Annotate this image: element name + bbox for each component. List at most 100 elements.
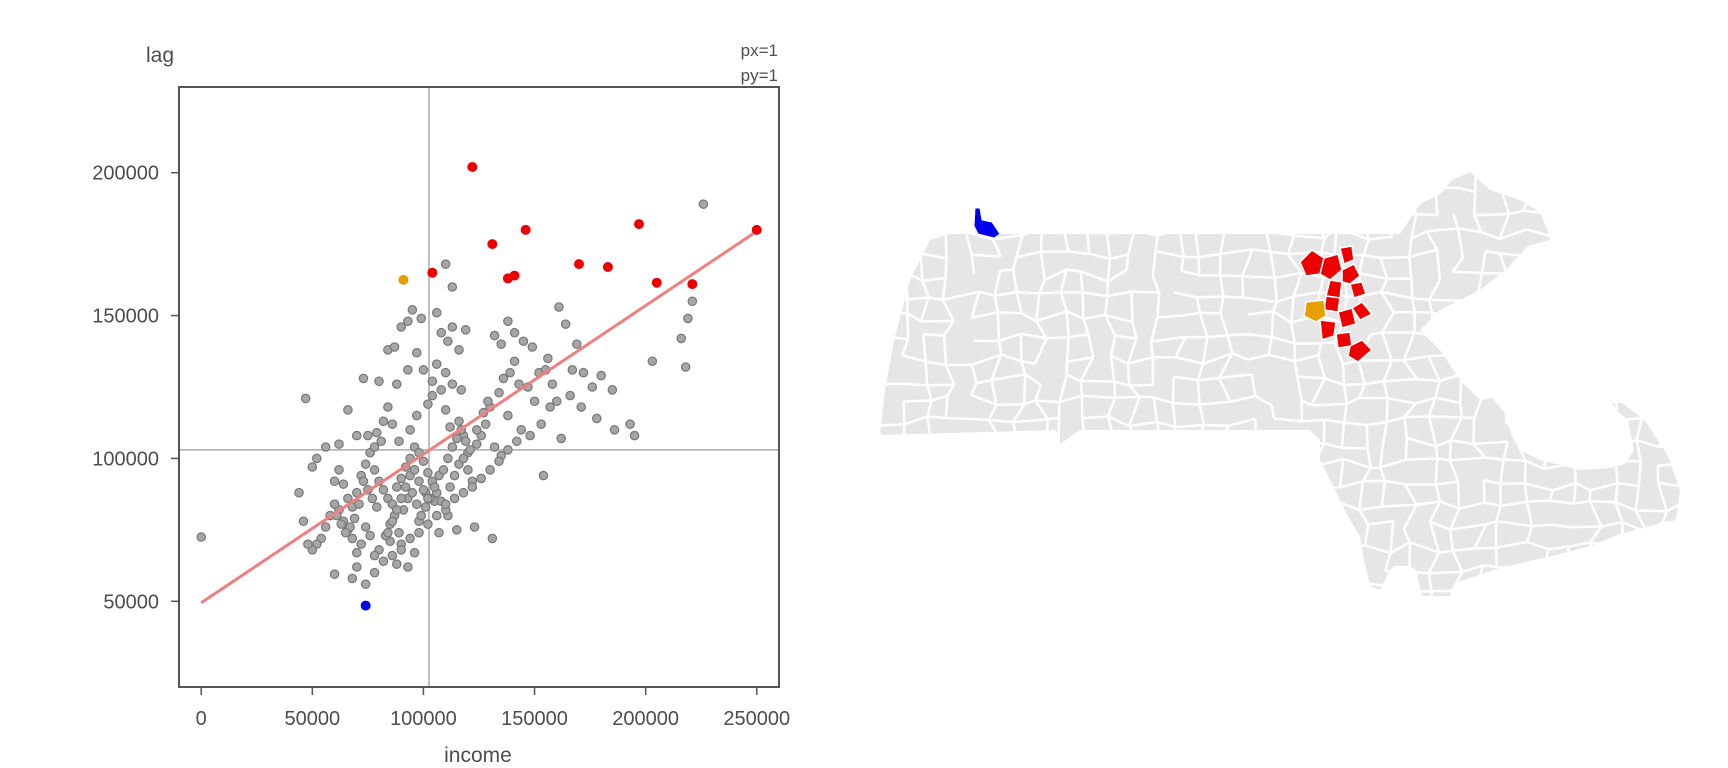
data-point	[400, 482, 411, 492]
data-point	[391, 379, 402, 389]
data-point	[307, 462, 318, 472]
data-point	[396, 473, 407, 484]
data-point	[405, 533, 415, 544]
data-point	[607, 385, 618, 395]
data-point	[411, 410, 422, 421]
data-point	[383, 527, 393, 538]
high-high-point	[520, 224, 531, 235]
data-point	[560, 319, 571, 329]
data-point	[476, 473, 487, 484]
data-point	[396, 545, 407, 555]
py-annotation: py=1	[741, 66, 778, 85]
regression-line	[200, 230, 758, 604]
data-point	[427, 376, 438, 387]
data-point	[440, 367, 451, 378]
data-point	[414, 476, 424, 487]
data-point	[420, 502, 431, 512]
data-point	[349, 513, 360, 524]
data-point	[458, 453, 469, 464]
selected-town	[1303, 299, 1327, 323]
data-point	[434, 527, 444, 538]
data-point	[449, 493, 460, 504]
y-tick-label: 150000	[92, 306, 159, 328]
data-point	[676, 333, 687, 344]
data-point	[403, 365, 413, 375]
data-point	[334, 465, 344, 475]
data-point	[429, 482, 440, 492]
x-tick-label: 250000	[723, 708, 790, 730]
data-point	[647, 356, 658, 367]
data-point	[360, 579, 371, 589]
data-point	[587, 382, 598, 392]
data-point	[447, 282, 458, 292]
data-point	[394, 436, 404, 447]
data-point	[527, 342, 538, 352]
data-point	[383, 402, 393, 412]
data-point	[494, 387, 504, 398]
data-point	[403, 562, 413, 572]
data-point	[411, 347, 422, 358]
data-point	[556, 433, 567, 444]
y-axis: 50000 100000 150000 200000	[92, 163, 179, 613]
data-point	[351, 430, 362, 441]
data-point	[196, 532, 207, 542]
data-point	[418, 485, 429, 495]
data-point	[391, 559, 402, 569]
data-point	[567, 365, 578, 375]
data-point	[320, 442, 331, 452]
data-point	[329, 476, 340, 487]
data-point	[509, 356, 520, 367]
map-towns	[880, 172, 1680, 596]
data-point	[698, 199, 709, 209]
high-high-towns	[1299, 245, 1374, 363]
data-point	[543, 353, 553, 364]
data-point	[294, 487, 304, 498]
data-point	[458, 487, 469, 498]
data-point	[509, 327, 520, 338]
data-point	[591, 413, 602, 424]
high-high-point	[687, 279, 698, 290]
data-point	[463, 465, 473, 475]
high-high-point	[487, 239, 498, 250]
y-axis-title: lag	[146, 44, 174, 67]
data-point	[440, 405, 451, 415]
data-point	[347, 533, 358, 544]
data-point	[449, 470, 460, 481]
data-point	[360, 522, 371, 532]
data-point	[483, 396, 493, 407]
data-point	[596, 370, 607, 381]
y-tick-label: 50000	[103, 591, 159, 613]
data-point	[683, 313, 693, 324]
data-point	[389, 342, 400, 352]
plot-frame	[178, 86, 780, 688]
data-point	[456, 385, 467, 395]
data-point	[374, 376, 384, 387]
data-point	[609, 425, 620, 435]
data-point	[403, 316, 413, 327]
data-point	[340, 527, 351, 538]
data-point	[503, 445, 513, 455]
data-point	[369, 550, 380, 561]
x-tick-label: 50000	[285, 708, 341, 730]
massachusetts-town-map	[880, 172, 1680, 596]
data-point	[451, 525, 462, 535]
data-point	[547, 379, 558, 389]
data-point	[431, 359, 442, 369]
data-point	[571, 339, 582, 349]
high-high-point	[751, 224, 762, 235]
data-point	[358, 373, 369, 384]
data-point	[494, 456, 504, 467]
data-point	[498, 373, 509, 384]
data-point	[334, 439, 344, 449]
data-point	[447, 379, 458, 389]
data-point	[396, 493, 407, 504]
data-point	[303, 539, 313, 549]
data-point	[467, 482, 478, 492]
data-point	[407, 305, 418, 315]
y-tick-label: 200000	[92, 163, 159, 185]
data-point	[351, 562, 362, 572]
data-point	[371, 502, 382, 512]
data-point	[496, 339, 507, 349]
data-point	[489, 330, 500, 341]
data-point	[369, 442, 380, 452]
